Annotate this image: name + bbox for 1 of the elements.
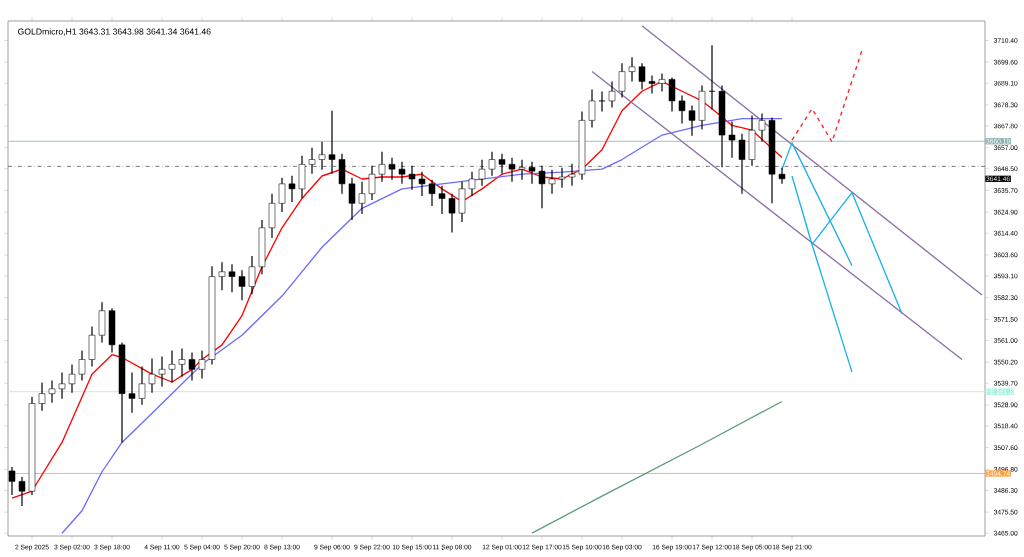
text: GOLDmicro,H1 3643.31 3643.98 3641.34 3641.46 (18, 28, 211, 36)
